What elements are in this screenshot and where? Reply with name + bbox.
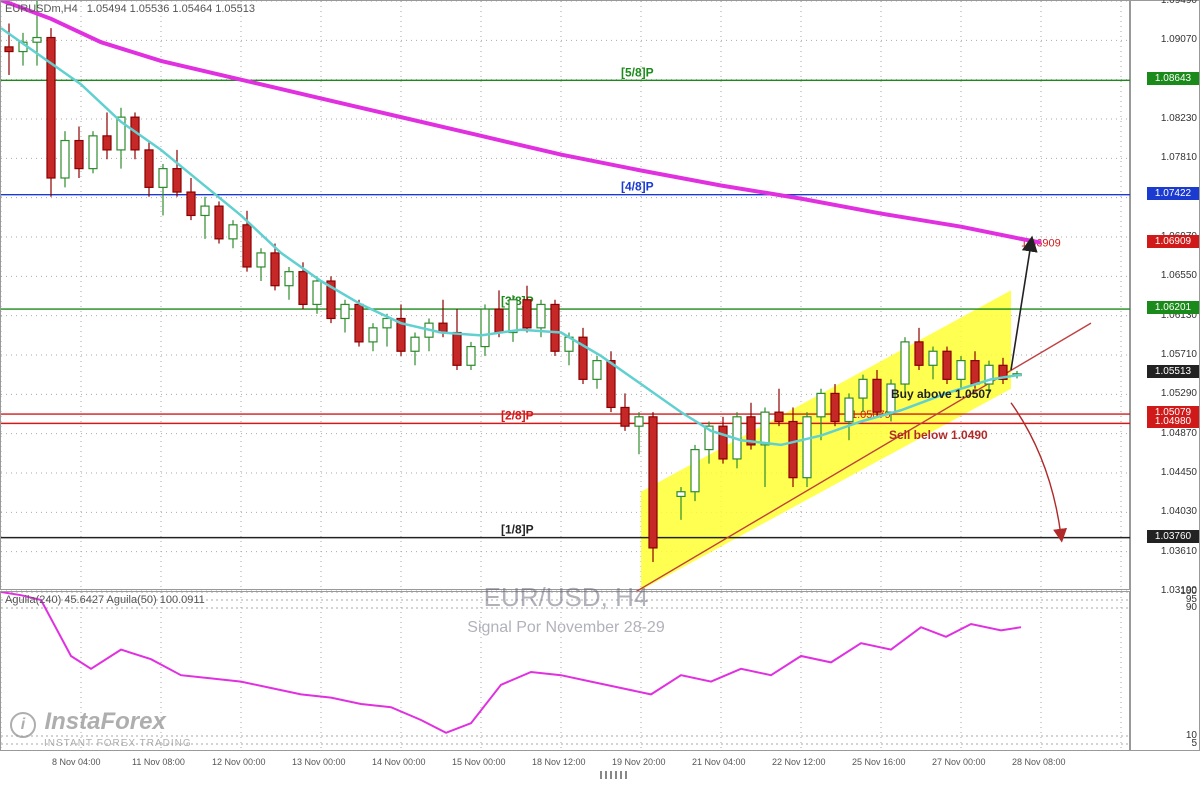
main-price-chart[interactable]: EURUSDm,H4 1.05494 1.05536 1.05464 1.055…	[0, 0, 1130, 590]
time-tick: 14 Nov 00:00	[372, 757, 426, 767]
level-tag: 1.08643	[1147, 72, 1199, 85]
watermark: i InstaForex INSTANT FOREX TRADING	[10, 708, 192, 749]
time-tick: 22 Nov 12:00	[772, 757, 826, 767]
level-tag: 1.03760	[1147, 530, 1199, 543]
indicator-title: Aguila(240) 45.6427 Aguila(50) 100.0911	[5, 594, 205, 606]
price-tick: 1.03610	[1161, 546, 1197, 557]
level-tag: 1.06201	[1147, 301, 1199, 314]
indicator-tick: 100	[1180, 586, 1197, 597]
price-tick: 1.09070	[1161, 34, 1197, 45]
time-tick: 27 Nov 00:00	[932, 757, 986, 767]
level-tag: 1.04980	[1147, 415, 1199, 428]
level-tag: 1.07422	[1147, 187, 1199, 200]
time-tick: 8 Nov 04:00	[52, 757, 101, 767]
price-axis[interactable]: 1.031901.036101.040301.044501.048701.052…	[1130, 0, 1200, 751]
symbol-label: EURUSDm,H4	[5, 3, 78, 15]
level-tag: 1.06909	[1147, 235, 1199, 248]
time-tick: 19 Nov 20:00	[612, 757, 666, 767]
price-tick: 1.06550	[1161, 270, 1197, 281]
price-tick: 1.08230	[1161, 113, 1197, 124]
time-axis[interactable]: 8 Nov 04:00 11 Nov 08:00 12 Nov 00:00 13 No…	[0, 751, 1200, 781]
resize-handle-icon[interactable]	[600, 771, 630, 779]
info-icon: i	[10, 712, 36, 738]
price-tick: 1.04450	[1161, 467, 1197, 478]
price-tick: 1.04030	[1161, 506, 1197, 517]
svg-text:[2/8]P: [2/8]P	[501, 408, 534, 422]
overlay-title-line2: Signal Por November 28-29	[1, 619, 1131, 637]
time-tick: 18 Nov 12:00	[532, 757, 586, 767]
price-tick: 1.09490	[1161, 0, 1197, 6]
time-tick: 12 Nov 00:00	[212, 757, 266, 767]
ohlc-label: 1.05494 1.05536 1.05464 1.05513	[87, 3, 255, 15]
indicator-tick: 10	[1186, 730, 1197, 741]
time-tick: 25 Nov 16:00	[852, 757, 906, 767]
symbol-title: EURUSDm,H4 1.05494 1.05536 1.05464 1.055…	[5, 3, 255, 15]
sell-annotation: Sell below 1.0490	[889, 428, 988, 442]
chart-overlay-title: EUR/USD, H4 Signal Por November 28-29	[1, 582, 1131, 637]
main-chart-svg: [5/8]P[4/8]P[3/8]P1.05079[2/8]P[1/8]P1.0…	[1, 1, 1131, 591]
time-tick: 21 Nov 04:00	[692, 757, 746, 767]
price-tick: 1.04870	[1161, 428, 1197, 439]
price-tick: 1.07810	[1161, 152, 1197, 163]
chart-container: EURUSDm,H4 1.05494 1.05536 1.05464 1.055…	[0, 0, 1200, 800]
time-tick: 13 Nov 00:00	[292, 757, 346, 767]
svg-text:[5/8]P: [5/8]P	[621, 65, 654, 79]
level-tag: 1.05513	[1147, 365, 1199, 378]
price-tick: 1.05290	[1161, 388, 1197, 399]
buy-annotation: Buy above 1.0507	[891, 387, 992, 401]
price-tick: 1.05710	[1161, 349, 1197, 360]
time-tick: 15 Nov 00:00	[452, 757, 506, 767]
svg-text:[1/8]P: [1/8]P	[501, 523, 534, 537]
watermark-brand: InstaForex	[44, 708, 165, 735]
svg-text:[4/8]P: [4/8]P	[621, 180, 654, 194]
time-tick: 28 Nov 08:00	[1012, 757, 1066, 767]
watermark-sub: INSTANT FOREX TRADING	[44, 738, 192, 749]
time-tick: 11 Nov 08:00	[132, 757, 185, 767]
